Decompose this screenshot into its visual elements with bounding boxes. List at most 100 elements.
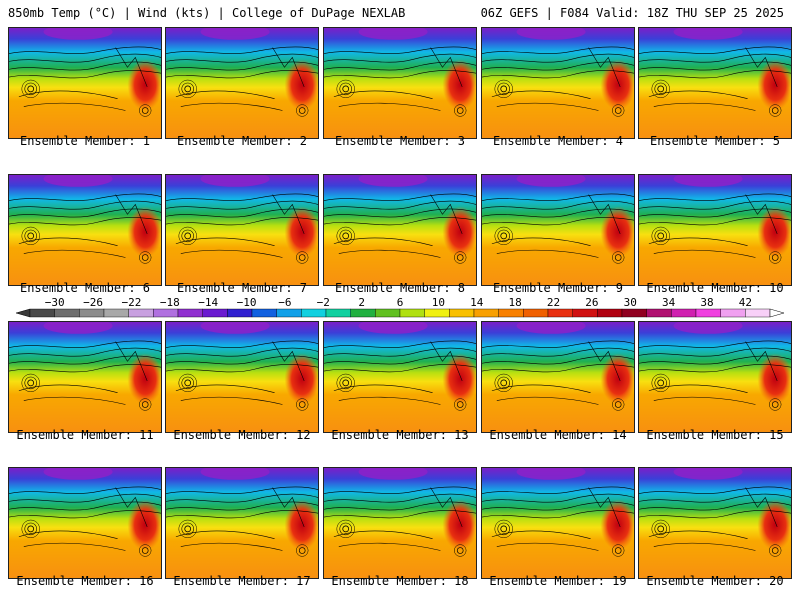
colorbar-swatch <box>424 308 450 318</box>
ensemble-member-map <box>638 27 792 139</box>
ensemble-member-map <box>8 321 162 433</box>
ensemble-member-map <box>481 174 635 286</box>
colorbar-tick-label: 38 <box>700 296 713 309</box>
ensemble-member-map <box>323 321 477 433</box>
colorbar-arrow-low <box>15 308 31 318</box>
colorbar-arrow-high <box>769 308 785 318</box>
colorbar-swatch <box>375 308 401 318</box>
colorbar-swatch <box>350 308 376 318</box>
colorbar-swatch <box>153 308 179 318</box>
ensemble-member-map <box>165 174 319 286</box>
ensemble-member-label: Ensemble Member: 20 <box>646 574 784 588</box>
colorbar-swatch <box>202 308 228 318</box>
temperature-wind-map <box>639 322 791 432</box>
ensemble-member-label: Ensemble Member: 13 <box>331 428 469 442</box>
colorbar-tick-label: 6 <box>397 296 404 309</box>
ensemble-member-label: Ensemble Member: 7 <box>176 281 308 295</box>
colorbar-swatch <box>79 308 105 318</box>
temperature-wind-map <box>482 28 634 138</box>
ensemble-member-label: Ensemble Member: 1 <box>19 134 151 148</box>
colorbar-tick-label: 42 <box>739 296 752 309</box>
colorbar-swatch <box>399 308 425 318</box>
temperature-wind-map <box>324 468 476 578</box>
temperature-wind-map <box>639 175 791 285</box>
colorbar-swatch <box>29 308 55 318</box>
temperature-wind-map <box>9 175 161 285</box>
temperature-wind-map <box>639 28 791 138</box>
colorbar-swatch <box>325 308 351 318</box>
ensemble-member-label: Ensemble Member: 11 <box>16 428 154 442</box>
colorbar-swatch <box>646 308 672 318</box>
colorbar-tick-label: −30 <box>45 296 65 309</box>
ensemble-member-map <box>8 27 162 139</box>
colorbar-swatch <box>227 308 253 318</box>
ensemble-member-label: Ensemble Member: 3 <box>334 134 466 148</box>
colorbar-tick-label: 10 <box>432 296 445 309</box>
temperature-colorbar: −30 −26 −22 −18 −14 −10 −6 −2 2 6 10 14 18 22 26 30 34 38… <box>15 296 785 318</box>
colorbar-swatch <box>449 308 475 318</box>
colorbar-swatch <box>54 308 80 318</box>
temperature-wind-map <box>9 28 161 138</box>
colorbar-tick-label: −10 <box>237 296 257 309</box>
ensemble-member-map <box>8 174 162 286</box>
temperature-wind-map <box>324 322 476 432</box>
colorbar-tick-label: −6 <box>278 296 291 309</box>
temperature-wind-map <box>9 322 161 432</box>
temperature-wind-map <box>9 468 161 578</box>
temperature-wind-map <box>482 175 634 285</box>
ensemble-member-label: Ensemble Member: 14 <box>489 428 627 442</box>
ensemble-member-label: Ensemble Member: 16 <box>16 574 154 588</box>
ensemble-member-label: Ensemble Member: 9 <box>492 281 624 295</box>
ensemble-member-map <box>638 321 792 433</box>
colorbar-swatch <box>177 308 203 318</box>
temperature-wind-map <box>166 175 318 285</box>
ensemble-member-label: Ensemble Member: 2 <box>176 134 308 148</box>
ensemble-member-map <box>323 27 477 139</box>
temperature-wind-map <box>639 468 791 578</box>
ensemble-member-label: Ensemble Member: 10 <box>646 281 784 295</box>
colorbar-swatch <box>745 308 771 318</box>
ensemble-member-map <box>638 467 792 579</box>
ensemble-member-label: Ensemble Member: 4 <box>492 134 624 148</box>
colorbar-tick-label: 30 <box>624 296 637 309</box>
colorbar-swatch <box>523 308 549 318</box>
ensemble-member-label: Ensemble Member: 5 <box>649 134 781 148</box>
colorbar-swatch <box>572 308 598 318</box>
colorbar-tick-label: −18 <box>160 296 180 309</box>
colorbar-swatch <box>473 308 499 318</box>
ensemble-member-label: Ensemble Member: 8 <box>334 281 466 295</box>
colorbar-swatch <box>128 308 154 318</box>
colorbar-swatch <box>103 308 129 318</box>
ensemble-member-map <box>8 467 162 579</box>
colorbar-tick-label: 34 <box>662 296 676 309</box>
colorbar-swatch <box>301 308 327 318</box>
ensemble-member-label: Ensemble Member: 17 <box>173 574 311 588</box>
colorbar-tick-label: −2 <box>317 296 330 309</box>
ensemble-member-label: Ensemble Member: 12 <box>173 428 311 442</box>
ensemble-member-map <box>481 467 635 579</box>
ensemble-member-map <box>165 321 319 433</box>
ensemble-member-map <box>165 27 319 139</box>
temperature-wind-map <box>324 28 476 138</box>
ensemble-member-map <box>323 174 477 286</box>
colorbar-swatch <box>276 308 302 318</box>
colorbar-swatch <box>671 308 697 318</box>
ensemble-member-label: Ensemble Member: 19 <box>489 574 627 588</box>
colorbar-tick-label: 18 <box>508 296 521 309</box>
colorbar-swatch <box>695 308 721 318</box>
ensemble-member-label: Ensemble Member: 6 <box>19 281 151 295</box>
colorbar-swatch <box>597 308 623 318</box>
colorbar-tick-label: 2 <box>358 296 365 309</box>
temperature-wind-map <box>166 322 318 432</box>
ensemble-member-map <box>165 467 319 579</box>
colorbar-tick-label: −26 <box>83 296 103 309</box>
colorbar-tick-label: −14 <box>198 296 218 309</box>
ensemble-member-map <box>638 174 792 286</box>
ensemble-member-map <box>323 467 477 579</box>
temperature-wind-map <box>482 468 634 578</box>
ensemble-member-label: Ensemble Member: 15 <box>646 428 784 442</box>
ensemble-member-map <box>481 321 635 433</box>
temperature-wind-map <box>166 28 318 138</box>
temperature-wind-map <box>324 175 476 285</box>
ensemble-member-label: Ensemble Member: 18 <box>331 574 469 588</box>
